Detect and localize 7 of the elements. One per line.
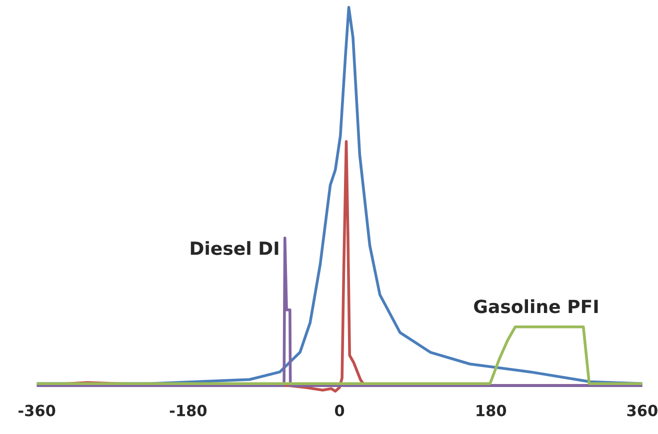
x-tick-label: 0	[334, 404, 344, 416]
x-tick-label: 360	[627, 404, 658, 416]
series-label: Diesel DI	[190, 241, 278, 256]
x-tick-label: 180	[476, 404, 506, 416]
series-label: Gasoline PFI	[474, 299, 598, 314]
x-tick-label: -180	[170, 404, 207, 416]
x-tick-label: -360	[18, 404, 56, 416]
